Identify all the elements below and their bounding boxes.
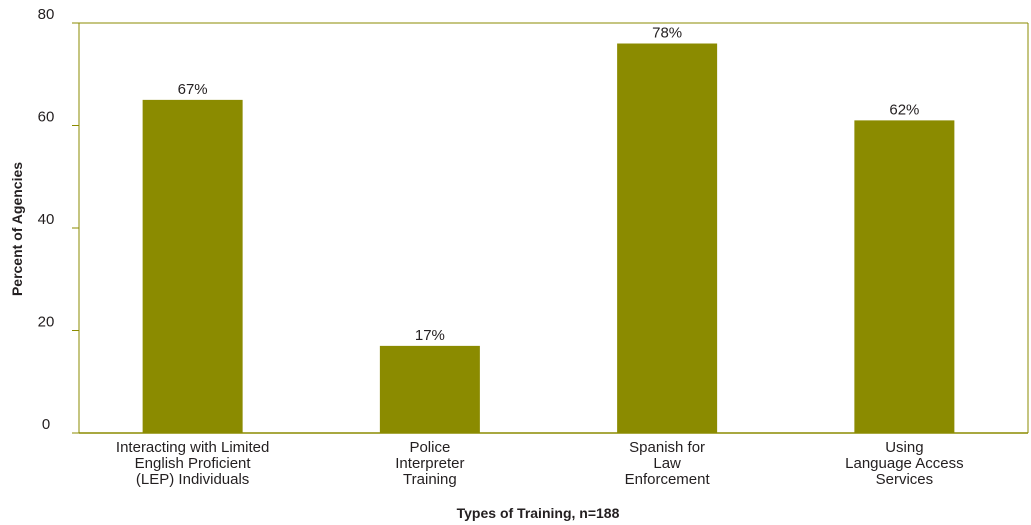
y-tick-label: 80 [38, 6, 55, 23]
category-label: Interacting with Limited English Proficie… [116, 439, 269, 488]
category-label: Spanish for Law Enforcement [625, 439, 711, 488]
bar [854, 120, 955, 433]
y-axis-title: Percent of Agencies [9, 162, 25, 296]
category-label: Using Language Access Services [845, 439, 963, 488]
data-label: 78% [652, 25, 682, 42]
bars [142, 43, 955, 433]
y-tick-label: 40 [38, 211, 55, 228]
bar [142, 99, 243, 433]
y-tick-label: 20 [38, 314, 55, 331]
x-axis-title: Types of Training, n=188 [457, 505, 620, 521]
bar [379, 345, 480, 433]
y-tick-label: 60 [38, 109, 55, 126]
category-label: Police Interpreter Training [395, 439, 464, 488]
y-tick-label: 0 [42, 416, 50, 433]
x-axis-categories: Interacting with Limited English Proficie… [116, 439, 964, 488]
y-axis-ticks: 0 20 40 60 80 [38, 6, 79, 434]
data-label: 17% [415, 327, 445, 344]
data-labels: 67% 17% 78% 62% [178, 25, 920, 344]
bar [617, 43, 718, 433]
data-label: 62% [889, 101, 919, 118]
data-label: 67% [178, 81, 208, 98]
